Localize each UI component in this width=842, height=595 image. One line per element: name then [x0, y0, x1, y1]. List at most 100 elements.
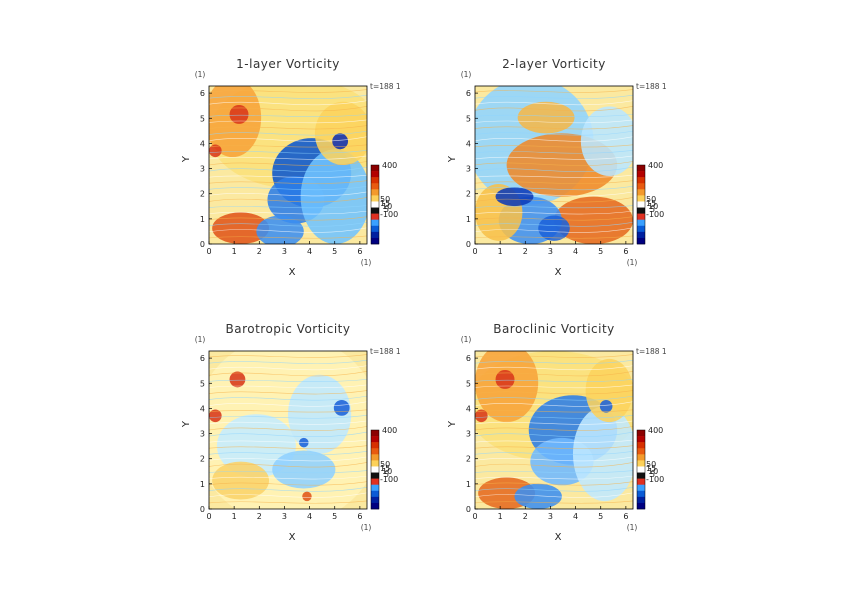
- colorbar-segment: [637, 171, 645, 178]
- colorbar-label: 400: [382, 161, 397, 170]
- vorticity-filament: [475, 94, 633, 99]
- vorticity-filament: [209, 395, 367, 401]
- vorticity-filament: [209, 486, 367, 492]
- colorbar-segment: [637, 460, 645, 467]
- vortex-region: [475, 409, 488, 423]
- colorbar-frame: [636, 429, 646, 510]
- vortex-region: [495, 187, 534, 207]
- x-tick-label: 5: [598, 247, 603, 256]
- vorticity-filament: [209, 481, 367, 486]
- colorbar-segment: [371, 454, 379, 461]
- colorbar-segment: [637, 213, 645, 220]
- vorticity-filament: [475, 500, 633, 504]
- colorbar-segment: [637, 430, 645, 437]
- vorticity-filament: [209, 130, 367, 136]
- panel-title: 2-layer Vorticity: [502, 57, 606, 71]
- vorticity-filament: [475, 180, 633, 184]
- colorbar-label: 400: [648, 161, 663, 170]
- x-axis-label: X: [555, 532, 562, 543]
- colorbar-segment: [371, 177, 379, 184]
- y-tick-label: 6: [200, 354, 205, 363]
- vorticity-filament: [209, 475, 367, 480]
- vorticity-filament: [475, 486, 633, 492]
- colorbar-segment: [637, 466, 645, 473]
- vorticity-filament: [475, 205, 633, 209]
- vorticity-filament: [475, 210, 633, 215]
- colorbar-label: 50: [380, 460, 390, 469]
- vorticity-filament: [475, 384, 633, 389]
- colorbar-segment: [371, 466, 379, 473]
- colorbar-segment: [637, 454, 645, 461]
- y-tick-label: 3: [466, 430, 471, 439]
- x-unit-label: (1): [361, 258, 372, 267]
- x-tick-label: 5: [332, 247, 337, 256]
- vortex-region: [332, 133, 349, 150]
- colorbar-segment: [371, 442, 379, 449]
- colorbar-segment: [371, 183, 379, 190]
- vorticity-filament: [209, 371, 367, 377]
- colorbar-segment: [371, 171, 379, 178]
- vorticity-filament: [475, 186, 633, 191]
- vorticity-filament: [209, 205, 367, 209]
- colorbar-segment: [371, 213, 379, 220]
- vorticity-filament: [475, 235, 633, 239]
- vorticity-filament: [475, 130, 633, 136]
- vorticity-filament: [209, 379, 367, 383]
- colorbar-segment: [637, 225, 645, 233]
- colorbar-label: 5: [384, 205, 389, 214]
- colorbar-segment: [371, 484, 379, 492]
- y-tick-label: 1: [200, 215, 205, 224]
- x-tick-label: 2: [257, 247, 262, 256]
- vorticity-filament: [209, 456, 367, 462]
- vortex-region: [209, 144, 222, 158]
- vorticity-filament: [475, 359, 633, 364]
- vorticity-filament: [475, 431, 633, 438]
- x-unit-label: (1): [627, 523, 638, 532]
- vorticity-filament: [475, 470, 633, 474]
- y-tick-label: 4: [466, 139, 471, 148]
- colorbar-segment: [637, 231, 645, 239]
- vorticity-filament: [209, 216, 367, 221]
- colorbar-label: 5: [650, 205, 655, 214]
- colorbar-segment: [637, 189, 645, 196]
- x-tick-label: 3: [548, 247, 553, 256]
- x-tick-label: 2: [523, 512, 528, 521]
- time-label: t=188 1: [636, 82, 667, 91]
- colorbar-segment: [371, 207, 379, 214]
- x-axis-label: X: [555, 267, 562, 278]
- vortex-region: [514, 483, 562, 509]
- colorbar-label: 10: [382, 202, 392, 211]
- plot-frame: [208, 85, 368, 245]
- vorticity-filament: [475, 216, 633, 221]
- vorticity-panel-4: Baroclinic Vorticity 0 1 2 3 4 5 6 0 1 2 3 4 5 6 X Y (1) (…: [447, 322, 667, 543]
- vorticity-filament: [475, 100, 633, 106]
- x-tick-label: 2: [257, 512, 262, 521]
- y-tick-label: 5: [200, 379, 205, 388]
- vortex-region: [517, 101, 575, 134]
- vorticity-filament: [209, 390, 367, 395]
- y-tick-label: 2: [200, 455, 205, 464]
- vorticity-filament: [475, 191, 633, 197]
- colorbar-segment: [371, 430, 379, 437]
- y-tick-label: 6: [200, 89, 205, 98]
- vorticity-filament: [475, 475, 633, 480]
- colorbar-label: 10: [382, 467, 392, 476]
- vorticity-field: [209, 86, 367, 244]
- x-tick-label: 3: [282, 512, 287, 521]
- vorticity-filament: [475, 125, 633, 130]
- vorticity-filament: [475, 119, 633, 124]
- colorbar-label: -100: [380, 475, 398, 484]
- x-tick-label: 6: [357, 247, 362, 256]
- vorticity-filament: [209, 155, 367, 160]
- colorbar-segment: [637, 219, 645, 227]
- y-tick-label: 2: [200, 190, 205, 199]
- vorticity-filament: [209, 431, 367, 438]
- vorticity-filament: [209, 125, 367, 130]
- vorticity-filament: [475, 174, 633, 178]
- vorticity-filament: [475, 439, 633, 443]
- vorticity-filament: [209, 106, 367, 112]
- vortex-region: [256, 215, 304, 244]
- vorticity-field: [475, 351, 633, 509]
- x-tick-label: 3: [548, 512, 553, 521]
